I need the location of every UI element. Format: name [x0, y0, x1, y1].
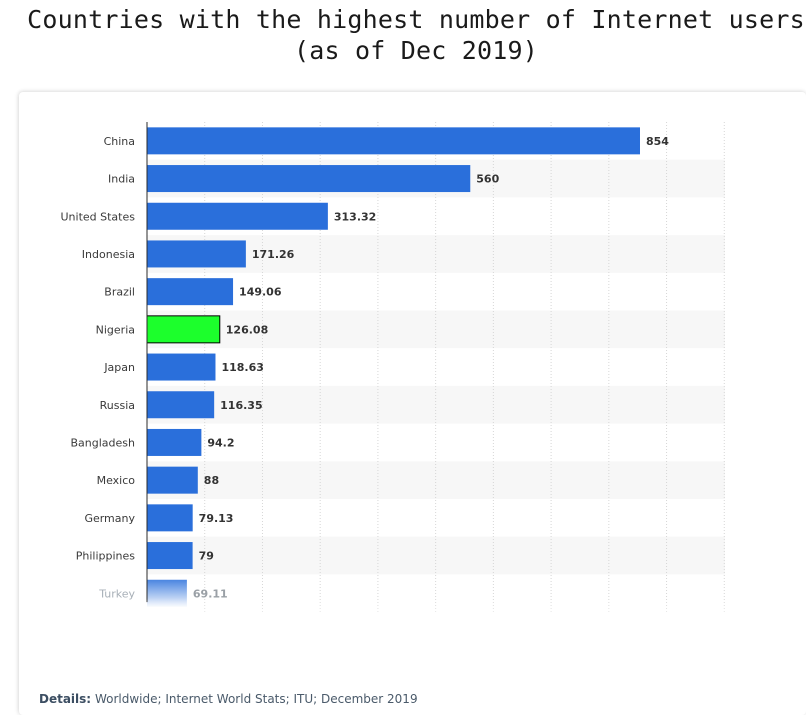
category-label: Russia: [100, 399, 135, 412]
value-label: 126.08: [226, 323, 268, 336]
bar-india: [147, 165, 471, 193]
category-label: Japan: [103, 361, 135, 374]
chart-title: Countries with the highest number of Int…: [0, 4, 806, 66]
category-label: Brazil: [104, 286, 135, 299]
bottom-fade: [30, 598, 790, 629]
value-label: 854: [646, 135, 669, 148]
category-label: China: [104, 135, 135, 148]
bar-germany: [147, 504, 193, 532]
value-label: 79: [199, 550, 214, 563]
bar-indonesia: [147, 240, 246, 268]
value-label: 313.32: [334, 210, 376, 223]
details-label: Details:: [39, 692, 92, 706]
value-label: 116.35: [220, 399, 262, 412]
bar-chart: China 854 India 560 United States 313.32 Indon…: [30, 122, 790, 629]
details-text: Worldwide; Internet World Stats; ITU; De…: [94, 692, 418, 706]
bar-nigeria: [146, 315, 221, 344]
row-stripe: [147, 461, 725, 499]
bar-russia: [147, 391, 215, 419]
bar-brazil: [147, 278, 234, 306]
bar-united-states: [147, 202, 328, 230]
category-label: Bangladesh: [71, 436, 136, 449]
value-label: 171.26: [252, 248, 295, 261]
chart-title-line-1: Countries with the highest number of Int…: [27, 5, 805, 34]
details-footer: Details: Worldwide; Internet World Stats…: [39, 692, 418, 706]
chart-title-line-2: (as of Dec 2019): [293, 36, 539, 65]
category-label: Turkey: [98, 587, 135, 600]
value-label: 149.06: [239, 286, 282, 299]
value-label: 118.63: [221, 361, 263, 374]
bar-philippines: [147, 542, 193, 570]
value-label: 79.13: [199, 512, 234, 525]
category-label: Philippines: [76, 550, 136, 563]
bar-bangladesh: [147, 428, 202, 456]
bar-china: [147, 127, 640, 155]
bar-mexico: [147, 466, 198, 494]
value-label: 69.11: [193, 587, 228, 600]
category-label: Indonesia: [82, 248, 135, 261]
category-label: India: [108, 173, 135, 186]
category-label: Germany: [84, 512, 135, 525]
category-label: Mexico: [97, 474, 136, 487]
bar-japan: [147, 353, 216, 381]
value-label: 88: [204, 474, 219, 487]
value-label: 560: [476, 173, 499, 186]
category-label: United States: [61, 210, 136, 223]
category-label: Nigeria: [96, 323, 135, 336]
value-label: 94.2: [207, 436, 234, 449]
